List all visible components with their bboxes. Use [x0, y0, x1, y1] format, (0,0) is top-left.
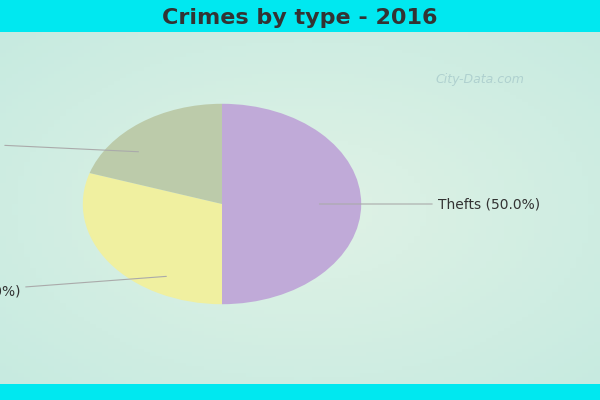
- Wedge shape: [83, 173, 222, 304]
- Wedge shape: [89, 104, 222, 204]
- Text: Thefts (50.0%): Thefts (50.0%): [319, 197, 540, 211]
- Text: Burglaries (20.0%): Burglaries (20.0%): [0, 276, 166, 299]
- Text: City-Data.com: City-Data.com: [436, 74, 524, 86]
- Wedge shape: [222, 104, 361, 304]
- Text: Crimes by type - 2016: Crimes by type - 2016: [162, 8, 438, 28]
- Text: Auto thefts (30.0%): Auto thefts (30.0%): [0, 135, 139, 152]
